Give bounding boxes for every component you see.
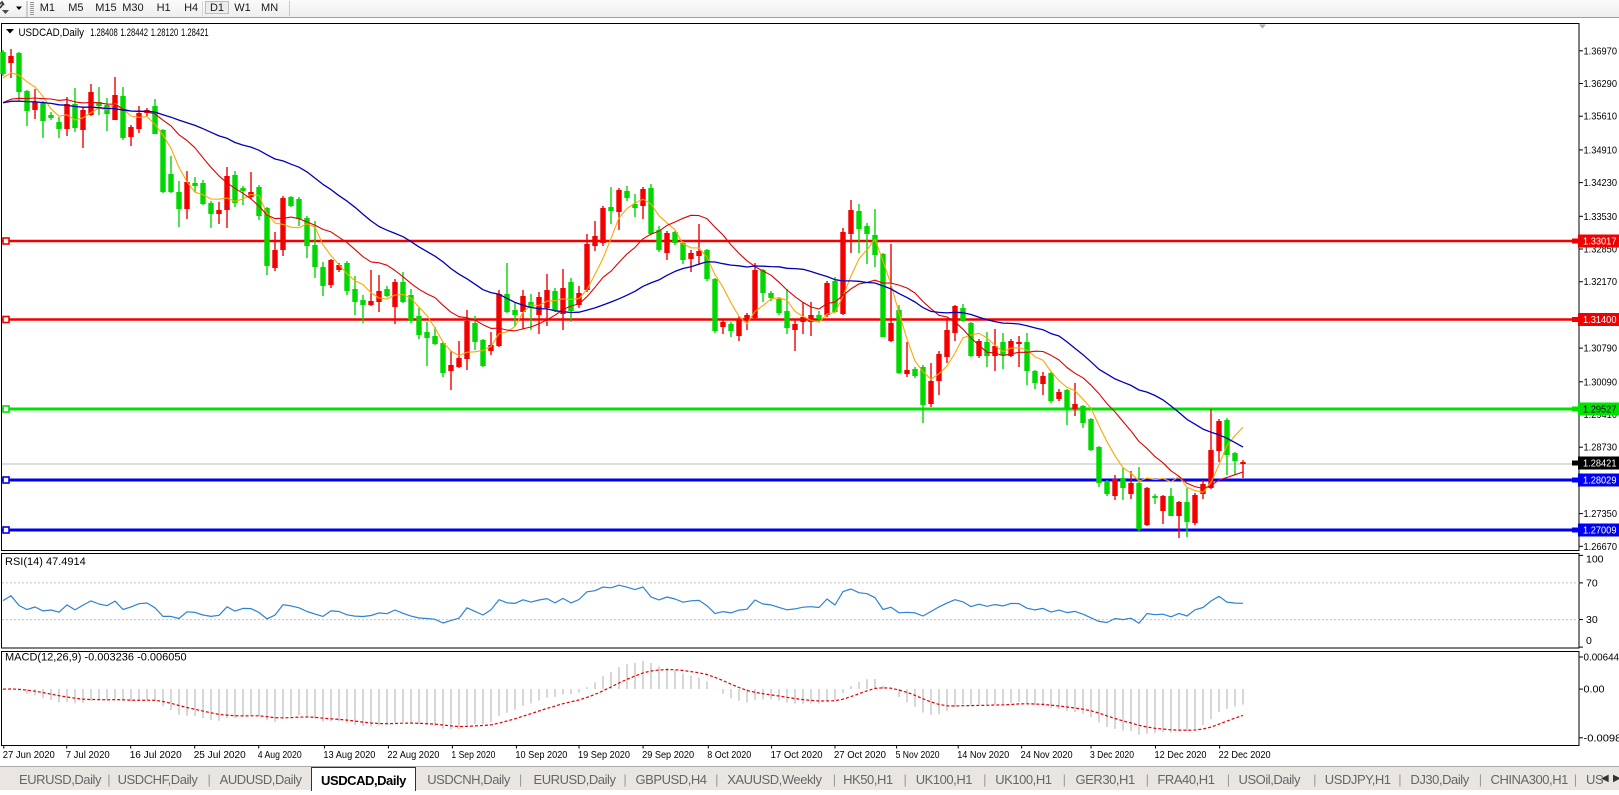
svg-text:30: 30 bbox=[1586, 614, 1598, 626]
svg-text:22 Dec 2020: 22 Dec 2020 bbox=[1219, 749, 1271, 761]
svg-text:1.34230: 1.34230 bbox=[1584, 178, 1618, 189]
svg-text:1.36970: 1.36970 bbox=[1584, 46, 1618, 57]
svg-text:-0.00987: -0.00987 bbox=[1584, 733, 1619, 744]
svg-text:1.27009: 1.27009 bbox=[1583, 526, 1617, 537]
svg-text:1.28408: 1.28408 bbox=[90, 27, 118, 39]
svg-text:1.28442: 1.28442 bbox=[120, 27, 148, 39]
svg-text:1.33017: 1.33017 bbox=[1583, 237, 1617, 248]
svg-text:24 Nov 2020: 24 Nov 2020 bbox=[1021, 749, 1073, 761]
svg-text:13 Aug 2020: 13 Aug 2020 bbox=[323, 749, 375, 761]
svg-text:1.35610: 1.35610 bbox=[1584, 112, 1618, 123]
svg-text:MACD(12,26,9) -0.003236 -0.006: MACD(12,26,9) -0.003236 -0.006050 bbox=[5, 652, 187, 664]
svg-text:25 Jul 2020: 25 Jul 2020 bbox=[194, 749, 246, 761]
svg-text:14 Nov 2020: 14 Nov 2020 bbox=[957, 749, 1009, 761]
svg-text:17 Oct 2020: 17 Oct 2020 bbox=[771, 749, 823, 761]
svg-text:22 Aug 2020: 22 Aug 2020 bbox=[387, 749, 439, 761]
svg-text:8 Oct 2020: 8 Oct 2020 bbox=[707, 749, 751, 761]
svg-text:12 Dec 2020: 12 Dec 2020 bbox=[1155, 749, 1207, 761]
svg-text:27 Oct 2020: 27 Oct 2020 bbox=[834, 749, 886, 761]
svg-text:USDCAD,Daily: USDCAD,Daily bbox=[19, 27, 85, 39]
svg-text:3 Dec 2020: 3 Dec 2020 bbox=[1090, 749, 1134, 761]
svg-text:100: 100 bbox=[1586, 554, 1604, 566]
svg-text:7 Jul 2020: 7 Jul 2020 bbox=[66, 749, 110, 761]
svg-text:0: 0 bbox=[1586, 635, 1592, 647]
svg-text:1.26670: 1.26670 bbox=[1584, 542, 1618, 553]
svg-text:1.28029: 1.28029 bbox=[1583, 476, 1617, 487]
svg-text:1.32170: 1.32170 bbox=[1584, 277, 1618, 288]
svg-text:0.006444: 0.006444 bbox=[1584, 653, 1619, 664]
svg-text:10 Sep 2020: 10 Sep 2020 bbox=[515, 749, 567, 761]
svg-text:1.30090: 1.30090 bbox=[1584, 377, 1618, 388]
svg-text:1.36290: 1.36290 bbox=[1584, 79, 1618, 90]
svg-text:RSI(14) 47.4914: RSI(14) 47.4914 bbox=[5, 556, 86, 568]
svg-text:29 Sep 2020: 29 Sep 2020 bbox=[642, 749, 694, 761]
svg-text:16 Jul 2020: 16 Jul 2020 bbox=[130, 749, 182, 761]
svg-text:1.28421: 1.28421 bbox=[181, 27, 209, 39]
svg-text:70: 70 bbox=[1586, 577, 1598, 589]
svg-text:5 Nov 2020: 5 Nov 2020 bbox=[896, 749, 940, 761]
svg-text:1.29527: 1.29527 bbox=[1583, 405, 1617, 416]
svg-text:4 Aug 2020: 4 Aug 2020 bbox=[258, 749, 302, 761]
svg-text:1.27350: 1.27350 bbox=[1584, 509, 1618, 520]
svg-text:27 Jun 2020: 27 Jun 2020 bbox=[3, 749, 55, 761]
svg-text:19 Sep 2020: 19 Sep 2020 bbox=[578, 749, 630, 761]
svg-text:1.31400: 1.31400 bbox=[1583, 315, 1617, 326]
svg-text:1.33530: 1.33530 bbox=[1584, 212, 1618, 223]
svg-text:1.34910: 1.34910 bbox=[1584, 145, 1618, 156]
svg-text:1.30790: 1.30790 bbox=[1584, 344, 1618, 355]
svg-text:1.28421: 1.28421 bbox=[1583, 459, 1617, 470]
svg-text:0.00: 0.00 bbox=[1584, 685, 1605, 696]
svg-text:1.28120: 1.28120 bbox=[151, 27, 179, 39]
svg-text:1 Sep 2020: 1 Sep 2020 bbox=[451, 749, 495, 761]
svg-text:1.28730: 1.28730 bbox=[1584, 443, 1618, 454]
